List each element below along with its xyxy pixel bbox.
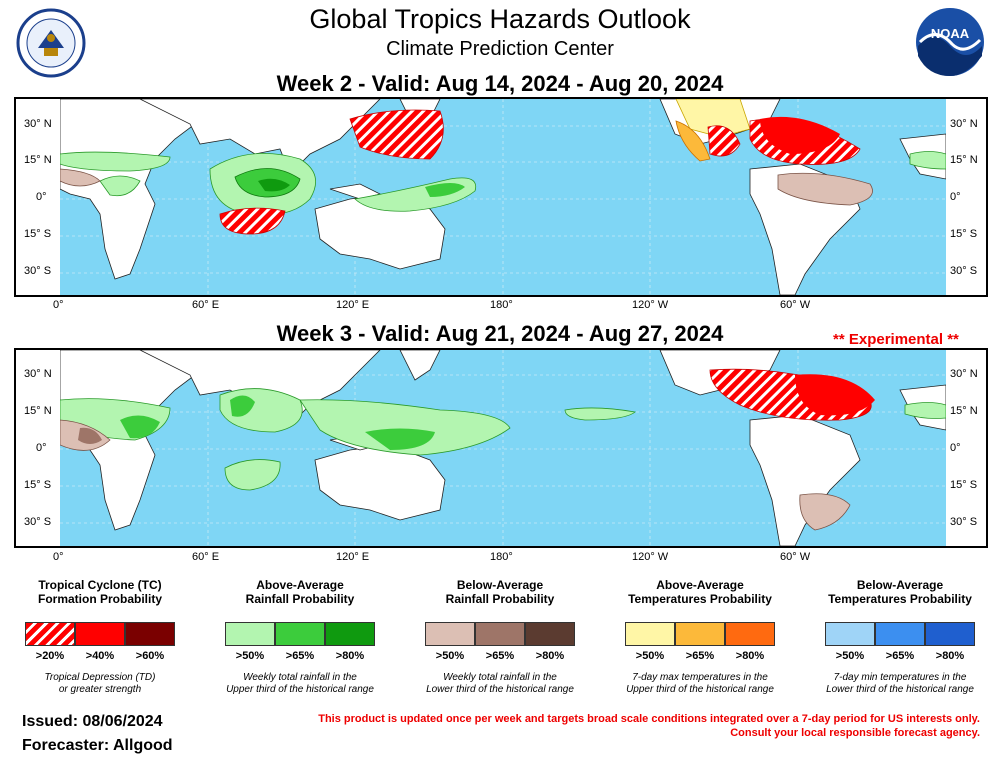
- lon-label: 60° W: [780, 299, 811, 311]
- lat-label-left: 15° S: [24, 479, 52, 491]
- legend-title: Tropical Cyclone (TC) Formation Probabili…: [37, 578, 162, 606]
- lon-label: 180°: [490, 299, 513, 311]
- legend-swatch: [875, 622, 925, 646]
- legend-swatch: [225, 622, 275, 646]
- lon-label: 180°: [490, 551, 513, 563]
- legend-note: 7-day min temperatures in the Lower third…: [826, 672, 974, 695]
- lat-label-right: 15° S: [950, 228, 978, 240]
- lat-label-left: 15° N: [24, 405, 52, 417]
- legend-swatch: [625, 622, 675, 646]
- lat-label-left: 30° N: [24, 368, 52, 380]
- legend-swatch: [675, 622, 725, 646]
- commerce-seal-logo: [16, 8, 86, 83]
- legend-level: >80%: [735, 650, 765, 662]
- legend-level: >80%: [335, 650, 365, 662]
- legend-level: >65%: [485, 650, 515, 662]
- main-title: Global Tropics Hazards Outlook: [309, 4, 691, 34]
- legend-note: Weekly total rainfall in the Upper third …: [226, 672, 374, 695]
- lat-label-left: 30° N: [24, 118, 52, 130]
- legend-level: >50%: [235, 650, 265, 662]
- legend-swatch: [925, 622, 975, 646]
- week3-map: 30° N 15° N 0° 15° S 30° S 30° N 15° N 0…: [14, 348, 988, 548]
- legend-note: 7-day max temperatures in the Upper third…: [626, 672, 774, 695]
- legend-swatch-tc-40: [75, 622, 125, 646]
- legend-level: >20%: [35, 650, 65, 662]
- week2-map: 30° N 15° N 0° 15° S 30° S 30° N 15° N 0…: [14, 97, 988, 297]
- lon-label: 60° E: [192, 299, 220, 311]
- lat-label-left: 15° S: [24, 228, 52, 240]
- legend-swatch: [275, 622, 325, 646]
- lon-label: 0°: [53, 299, 64, 311]
- lat-label-left: 0°: [36, 442, 47, 454]
- lat-label-right: 30° N: [950, 368, 978, 380]
- lon-label: 0°: [53, 551, 64, 563]
- legend-level: >65%: [885, 650, 915, 662]
- lat-label-left: 0°: [36, 191, 47, 203]
- svg-text:NOAA: NOAA: [931, 26, 970, 41]
- lon-label: 120° E: [336, 299, 370, 311]
- legend-level: >50%: [835, 650, 865, 662]
- legend-swatch: [325, 622, 375, 646]
- lat-label-left: 15° N: [24, 154, 52, 166]
- legend-swatch: [825, 622, 875, 646]
- legend-level: >60%: [135, 650, 165, 662]
- lon-label: 60° W: [780, 551, 811, 563]
- lat-label-left: 30° S: [24, 516, 52, 528]
- lon-label: 120° W: [632, 299, 669, 311]
- legend-swatch: [725, 622, 775, 646]
- week3-title: Week 3 - Valid: Aug 21, 2024 - Aug 27, 2…: [276, 321, 724, 346]
- week2-title: Week 2 - Valid: Aug 14, 2024 - Aug 20, 2…: [276, 71, 724, 96]
- legend-level: >50%: [635, 650, 665, 662]
- legend: Tropical Cyclone (TC) Formation Probabili…: [0, 578, 1000, 698]
- lat-label-right: 15° S: [950, 479, 978, 491]
- lat-label-left: 30° S: [24, 265, 52, 277]
- noaa-logo: NOAA: [914, 6, 986, 83]
- legend-swatch-tc-20: [25, 622, 75, 646]
- legend-swatch: [525, 622, 575, 646]
- lon-label: 120° E: [336, 551, 370, 563]
- legend-note: Weekly total rainfall in the Lower third …: [426, 672, 574, 695]
- subtitle: Climate Prediction Center: [386, 38, 614, 60]
- experimental-tag: ** Experimental **: [833, 331, 959, 348]
- legend-level: >65%: [685, 650, 715, 662]
- legend-level: >40%: [85, 650, 115, 662]
- legend-level: >80%: [935, 650, 965, 662]
- lat-label-right: 30° N: [950, 118, 978, 130]
- disclaimer: This product is updated once per week an…: [318, 713, 980, 739]
- legend-level: >65%: [285, 650, 315, 662]
- lat-label-right: 0°: [950, 442, 961, 454]
- legend-swatch: [425, 622, 475, 646]
- legend-swatch: [475, 622, 525, 646]
- lat-label-right: 15° N: [950, 405, 978, 417]
- issued-date: Issued: 08/06/2024: [22, 713, 163, 730]
- lon-label: 60° E: [192, 551, 220, 563]
- legend-level: >80%: [535, 650, 565, 662]
- lat-label-right: 30° S: [950, 516, 978, 528]
- week3-map-canvas: [60, 350, 946, 546]
- legend-swatch-tc-60: [125, 622, 175, 646]
- lat-label-right: 0°: [950, 191, 961, 203]
- legend-note: Tropical Depression (TD) or greater stren…: [44, 672, 156, 695]
- week2-map-canvas: [60, 99, 946, 295]
- lat-label-right: 15° N: [950, 154, 978, 166]
- forecaster: Forecaster: Allgood: [22, 737, 173, 754]
- legend-level: >50%: [435, 650, 465, 662]
- lon-label: 120° W: [632, 551, 669, 563]
- lat-label-right: 30° S: [950, 265, 978, 277]
